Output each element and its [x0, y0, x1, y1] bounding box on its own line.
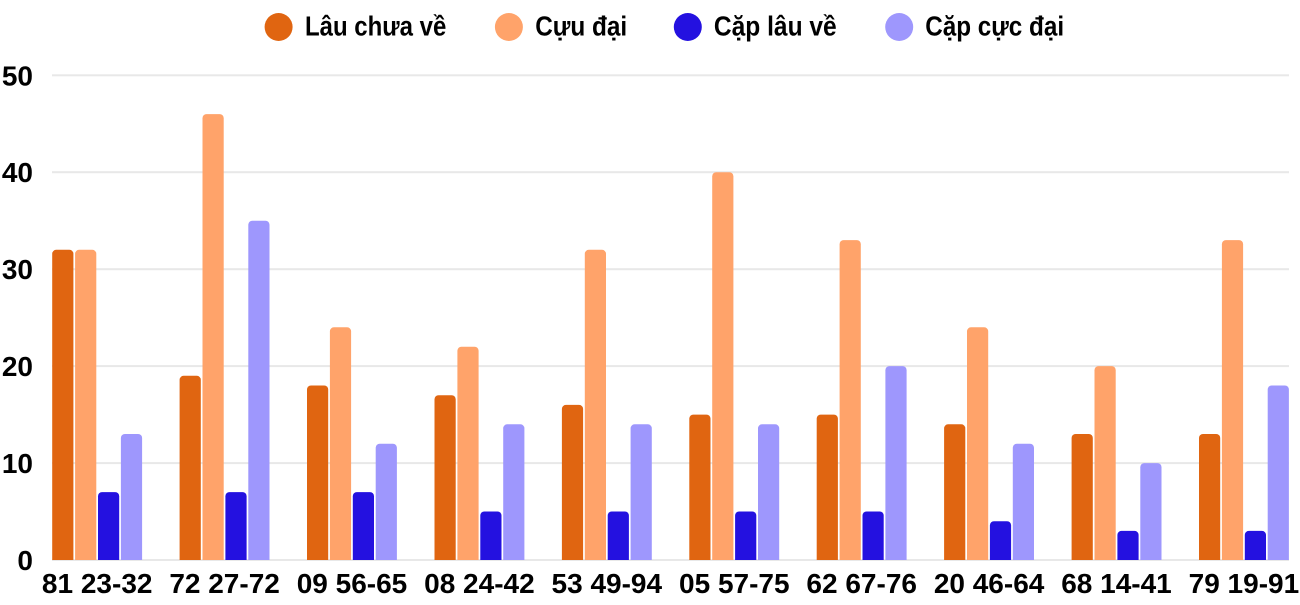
svg-text:Cặp cực đại: Cặp cực đại: [925, 11, 1064, 42]
svg-text:79 19-91: 79 19-91: [1189, 568, 1300, 599]
svg-text:20 46-64: 20 46-64: [934, 568, 1045, 599]
svg-text:62 67-76: 62 67-76: [806, 568, 917, 599]
svg-text:50: 50: [2, 60, 33, 91]
svg-text:40: 40: [2, 157, 33, 188]
svg-text:20: 20: [2, 351, 33, 382]
svg-text:81 23-32: 81 23-32: [42, 568, 153, 599]
svg-text:Cặp lâu về: Cặp lâu về: [714, 11, 837, 42]
svg-text:09 56-65: 09 56-65: [297, 568, 408, 599]
svg-text:10: 10: [2, 448, 33, 479]
svg-text:Cựu đại: Cựu đại: [535, 11, 627, 42]
svg-text:53 49-94: 53 49-94: [552, 568, 663, 599]
svg-text:0: 0: [17, 545, 33, 576]
svg-text:68 14-41: 68 14-41: [1061, 568, 1172, 599]
svg-text:72 27-72: 72 27-72: [169, 568, 280, 599]
svg-text:05 57-75: 05 57-75: [679, 568, 790, 599]
svg-text:30: 30: [2, 254, 33, 285]
svg-text:Lâu chưa về: Lâu chưa về: [305, 11, 446, 42]
svg-text:08 24-42: 08 24-42: [424, 568, 535, 599]
